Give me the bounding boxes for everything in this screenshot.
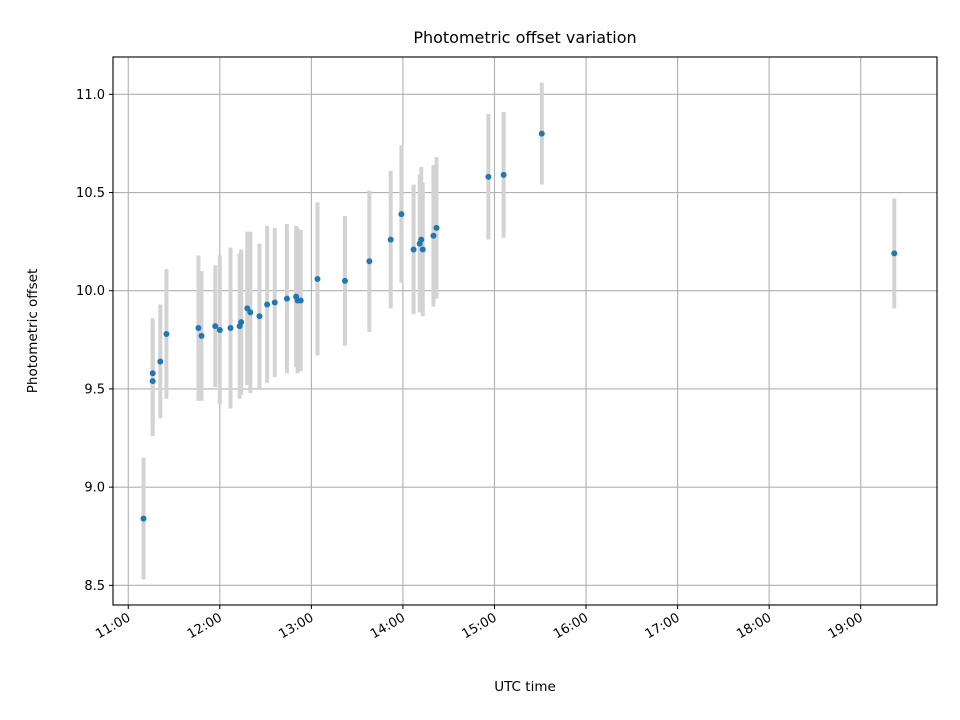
data-point <box>149 378 156 385</box>
data-point <box>418 236 425 243</box>
data-point <box>198 332 205 339</box>
data-point <box>283 295 290 302</box>
data-point <box>366 258 373 265</box>
data-point <box>485 173 492 180</box>
y-axis-label: Photometric offset <box>25 269 41 393</box>
data-point <box>500 171 507 178</box>
y-tick-label: 8.5 <box>84 579 105 594</box>
data-points <box>140 130 898 522</box>
data-point <box>538 130 545 137</box>
data-point <box>314 275 321 282</box>
x-axis-label: UTC time <box>494 679 556 695</box>
data-point <box>195 325 202 332</box>
data-point <box>271 299 278 306</box>
data-point <box>247 309 254 316</box>
data-point <box>227 325 234 332</box>
y-tick-label: 9.5 <box>84 382 105 397</box>
data-point <box>891 250 898 257</box>
data-point <box>297 297 304 304</box>
plot-frame <box>112 56 938 606</box>
y-tick-label: 10.0 <box>76 284 105 299</box>
data-point <box>149 370 156 377</box>
y-tick-label: 11.0 <box>76 88 105 103</box>
data-point <box>256 313 263 320</box>
data-point <box>157 358 164 365</box>
y-axis-ticks: 8.5 9.0 9.5 10.0 10.5 11.0 <box>76 88 113 594</box>
data-point <box>264 301 271 308</box>
data-point <box>341 277 348 284</box>
data-point <box>216 327 223 334</box>
data-point <box>419 246 426 253</box>
data-point <box>410 246 417 253</box>
data-point <box>387 236 394 243</box>
data-point <box>433 224 440 231</box>
data-point <box>212 323 219 330</box>
data-point <box>398 211 405 218</box>
y-tick-label: 9.0 <box>84 481 105 496</box>
y-tick-label: 10.5 <box>76 186 105 201</box>
chart-title: Photometric offset variation <box>413 28 636 47</box>
data-point <box>238 319 245 326</box>
data-point <box>140 515 147 522</box>
data-point <box>430 232 437 239</box>
data-point <box>163 330 170 337</box>
